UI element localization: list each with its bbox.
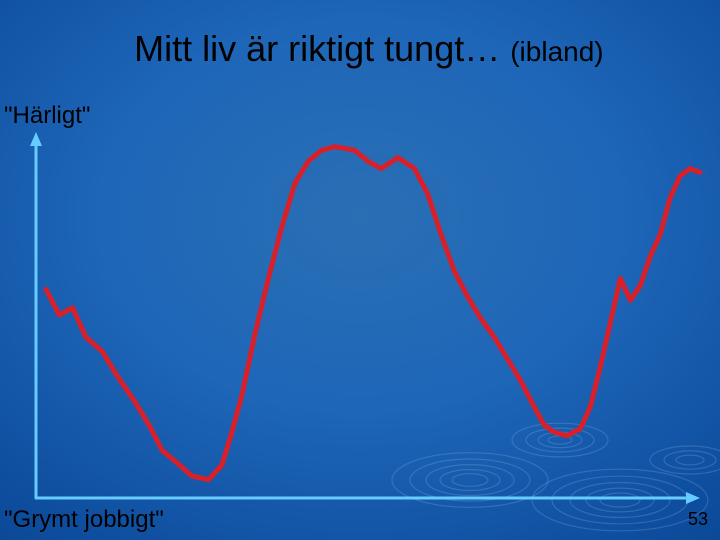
chart [0,0,720,540]
slide: Mitt liv är riktigt tungt… (ibland) "Här… [0,0,720,540]
page-number: 53 [688,509,708,530]
